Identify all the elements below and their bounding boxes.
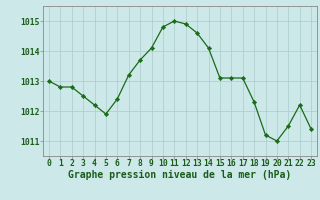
X-axis label: Graphe pression niveau de la mer (hPa): Graphe pression niveau de la mer (hPa) xyxy=(68,170,292,180)
